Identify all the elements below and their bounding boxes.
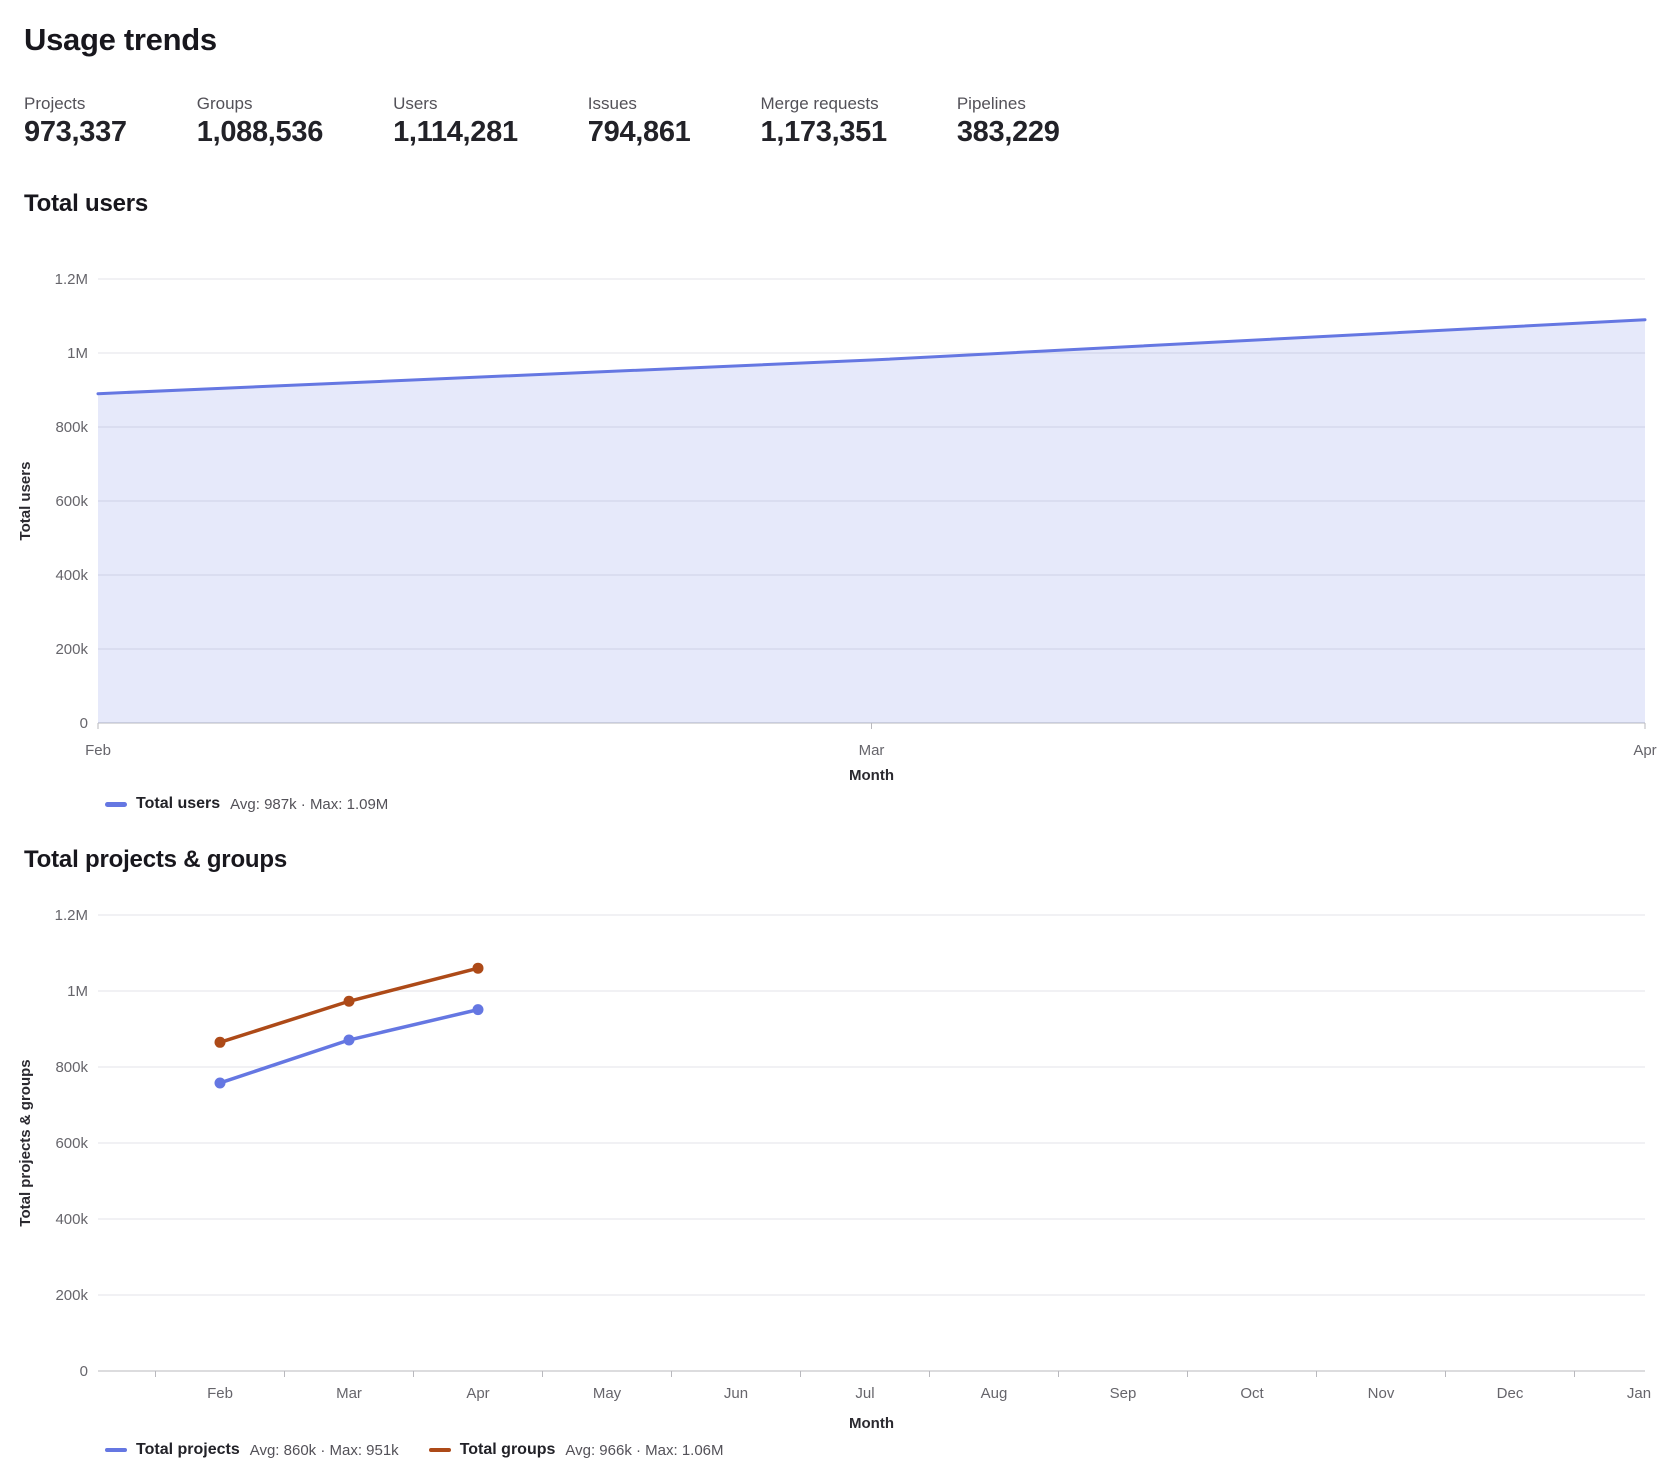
- svg-text:Mar: Mar: [859, 742, 885, 759]
- svg-text:Month: Month: [849, 767, 894, 784]
- legend-series-name: Total users: [136, 795, 221, 813]
- legend-series-name: Total groups: [459, 1441, 556, 1459]
- stat-value: 1,114,281: [393, 116, 518, 149]
- svg-text:200k: 200k: [55, 641, 88, 658]
- stat-merge-requests: Merge requests 1,173,351: [760, 93, 888, 150]
- legend-item-total-users[interactable]: Total users Avg: 987k · Max: 1.09M: [105, 795, 388, 813]
- legend-dash-icon: [105, 1447, 127, 1453]
- svg-text:Jun: Jun: [724, 1385, 748, 1402]
- stat-projects: Projects 973,337: [24, 94, 127, 150]
- stat-label: Users: [393, 93, 438, 113]
- svg-text:200k: 200k: [55, 1287, 88, 1304]
- svg-text:Feb: Feb: [85, 742, 111, 759]
- section-title-total-projects-groups: Total projects & groups: [24, 846, 287, 874]
- legend-item-total-projects[interactable]: Total projects Avg: 860k · Max: 951k: [105, 1441, 399, 1459]
- stat-label: Merge requests: [760, 93, 879, 113]
- stat-pipelines: Pipelines 383,229: [957, 94, 1060, 150]
- stat-label: Issues: [587, 93, 637, 113]
- svg-text:Jan: Jan: [1627, 1385, 1651, 1402]
- svg-text:Mar: Mar: [336, 1385, 362, 1402]
- stat-issues: Issues 794,861: [588, 94, 691, 150]
- stat-label: Projects: [24, 93, 86, 113]
- stat-value: 383,229: [956, 116, 1060, 149]
- svg-text:Apr: Apr: [466, 1385, 489, 1402]
- total-users-chart: 0 200k 400k 600k 800k 1M 1.2M Feb Mar Apr Month Tot…: [17, 271, 1657, 784]
- total-projects-groups-chart: 0 200k 400k 600k 800k 1M 1.2M Feb Mar Apr May Jun Ju…: [17, 907, 1651, 1432]
- legend-series-name: Total projects: [136, 1441, 240, 1459]
- svg-text:0: 0: [80, 1363, 88, 1380]
- svg-text:Sep: Sep: [1110, 1385, 1137, 1402]
- stat-value: 1,088,536: [196, 116, 324, 149]
- svg-text:1M: 1M: [67, 983, 88, 1000]
- svg-text:Feb: Feb: [207, 1385, 233, 1402]
- svg-text:1.2M: 1.2M: [55, 271, 88, 288]
- stat-users: Users 1,114,281: [393, 94, 518, 150]
- svg-text:Month: Month: [849, 1415, 894, 1432]
- section-title-total-users: Total users: [24, 189, 149, 217]
- svg-text:Apr: Apr: [1633, 742, 1656, 759]
- svg-text:600k: 600k: [55, 1135, 88, 1152]
- page-title: Usage trends: [24, 22, 217, 57]
- legend-item-total-groups[interactable]: Total groups Avg: 966k · Max: 1.06M: [428, 1441, 724, 1459]
- svg-text:Oct: Oct: [1240, 1385, 1264, 1402]
- legend-series-stats: Avg: 966k · Max: 1.06M: [565, 1441, 724, 1459]
- legend-series-stats: Avg: 987k · Max: 1.09M: [230, 795, 389, 813]
- svg-text:1.2M: 1.2M: [55, 907, 88, 924]
- stat-value: 973,337: [24, 116, 127, 149]
- svg-text:600k: 600k: [55, 493, 88, 510]
- stat-value: 1,173,351: [760, 116, 888, 149]
- svg-text:0: 0: [80, 715, 88, 732]
- svg-text:Nov: Nov: [1368, 1385, 1395, 1402]
- stat-label: Groups: [196, 93, 253, 113]
- svg-text:Aug: Aug: [981, 1385, 1008, 1402]
- svg-text:1M: 1M: [67, 345, 88, 362]
- total-projects-groups-legend: Total projects Avg: 860k · Max: 951k Tot…: [0, 1439, 1676, 1461]
- stats-row: Projects 973,337 Groups 1,088,536 Users …: [0, 94, 1676, 150]
- svg-text:800k: 800k: [55, 419, 88, 436]
- legend-dash-icon: [105, 802, 127, 807]
- svg-text:Jul: Jul: [855, 1385, 874, 1402]
- svg-text:400k: 400k: [55, 567, 88, 584]
- stat-groups: Groups 1,088,536: [196, 93, 324, 150]
- total-users-legend: Total users Avg: 987k · Max: 1.09M: [0, 793, 1676, 815]
- svg-text:800k: 800k: [55, 1059, 88, 1076]
- svg-text:400k: 400k: [55, 1211, 88, 1228]
- svg-text:Total projects & groups: Total projects & groups: [17, 1060, 34, 1227]
- svg-text:Dec: Dec: [1497, 1385, 1524, 1402]
- stat-value: 794,861: [587, 116, 691, 149]
- stat-label: Pipelines: [956, 93, 1026, 113]
- svg-text:May: May: [593, 1385, 622, 1402]
- svg-text:Total users: Total users: [17, 462, 34, 541]
- legend-series-stats: Avg: 860k · Max: 951k: [249, 1441, 399, 1459]
- legend-dash-icon: [428, 1447, 451, 1453]
